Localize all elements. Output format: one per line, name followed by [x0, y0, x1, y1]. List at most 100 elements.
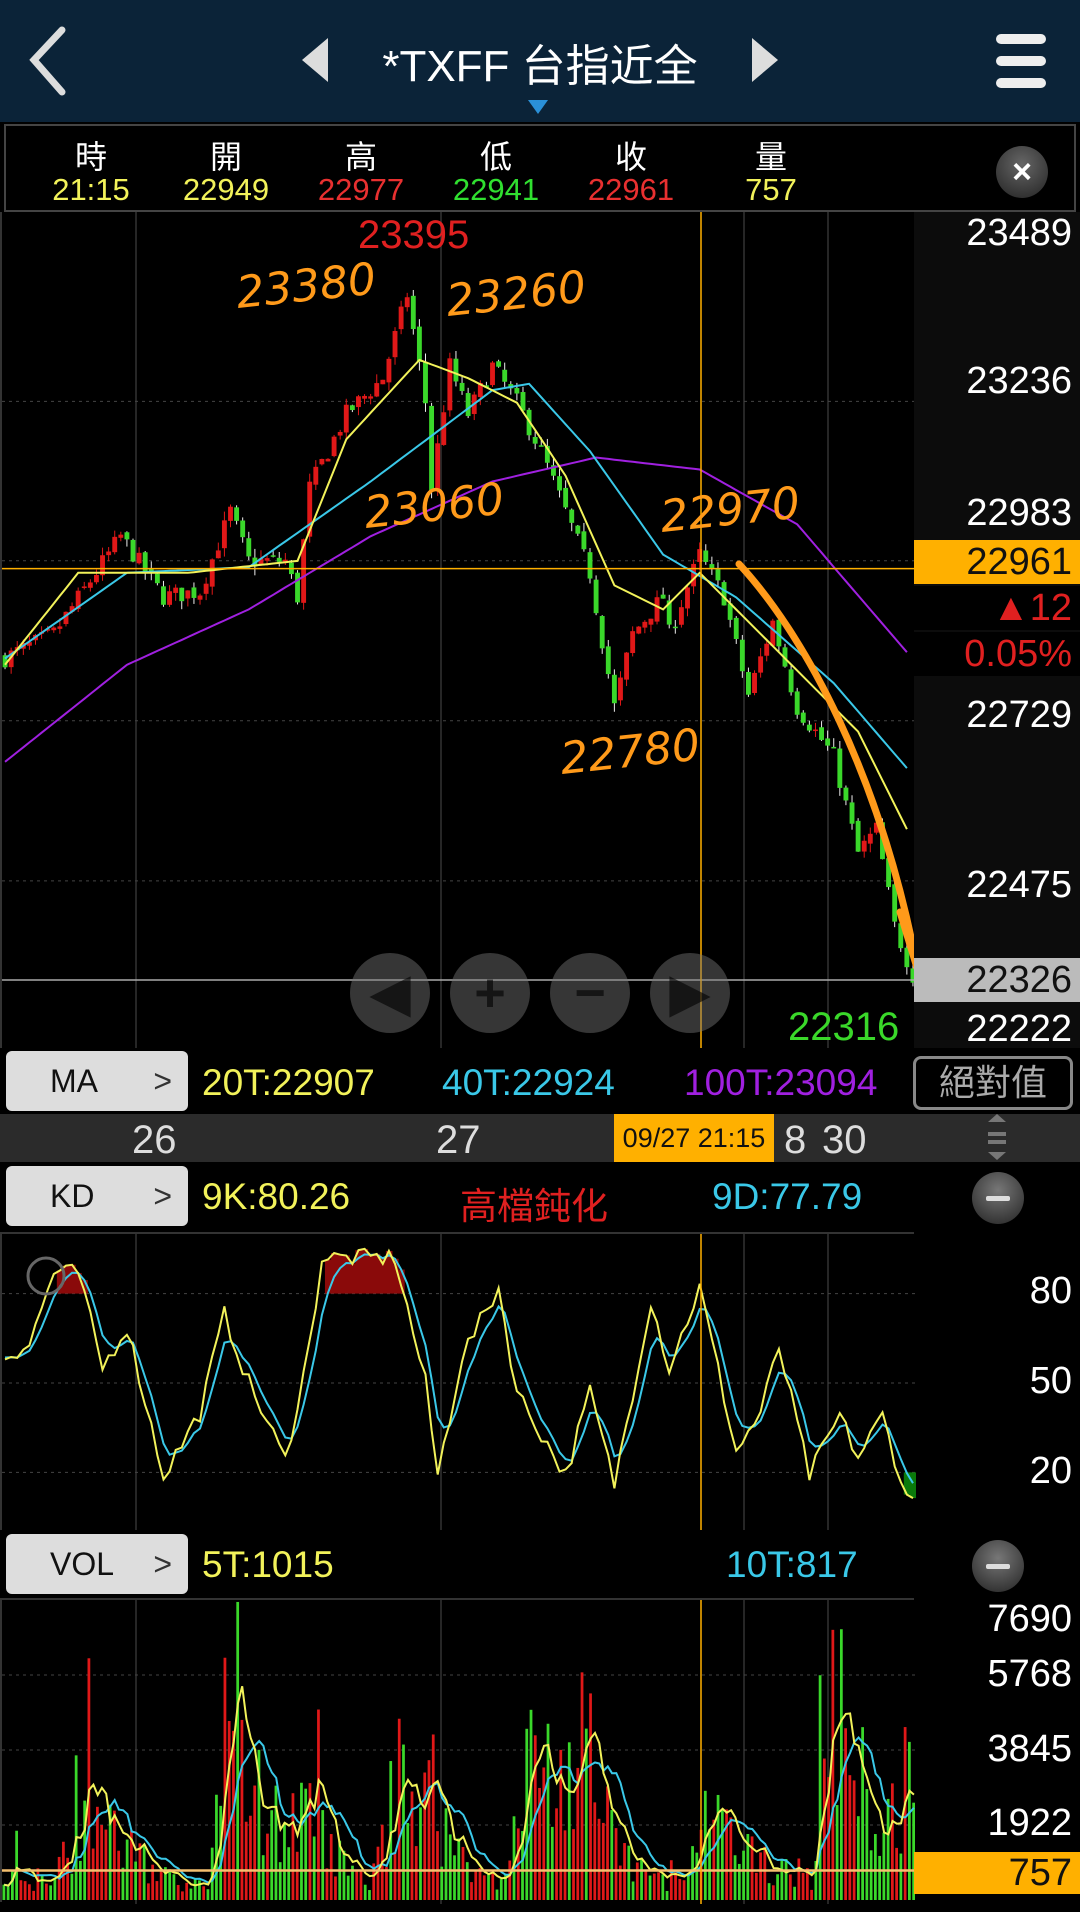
candle	[81, 586, 87, 589]
volume-bar	[189, 1888, 193, 1900]
ohlc-label: 高	[344, 139, 377, 175]
volume-bar	[861, 1727, 864, 1900]
volume-bar	[614, 1828, 618, 1900]
volume-bar	[703, 1790, 707, 1900]
volume-bar	[215, 1794, 218, 1900]
volume-chart[interactable]	[0, 1598, 916, 1904]
menu-icon-bar	[996, 78, 1046, 88]
overbought-fill	[385, 1250, 393, 1294]
candle	[404, 297, 410, 308]
candle	[813, 729, 818, 732]
candle	[295, 572, 300, 603]
candle	[209, 559, 215, 587]
volume-bar	[686, 1875, 690, 1900]
candle	[672, 626, 678, 629]
volume-bar	[368, 1890, 371, 1900]
kd-button[interactable]: KD >	[6, 1166, 188, 1226]
volume-bar	[414, 1846, 418, 1900]
candle	[185, 590, 191, 599]
volume-bar	[521, 1831, 524, 1900]
volume-bar	[839, 1629, 843, 1900]
candle	[75, 590, 81, 609]
volume-bar	[801, 1872, 805, 1900]
candle	[221, 520, 227, 549]
volume-bar	[512, 1816, 516, 1900]
overbought-fill	[56, 1270, 64, 1294]
collapse-vol-button[interactable]	[972, 1540, 1024, 1592]
volume-bar	[389, 1761, 393, 1900]
volume-bar	[729, 1817, 733, 1900]
overbought-fill	[379, 1258, 387, 1294]
prev-symbol-icon[interactable]	[302, 38, 328, 82]
vol-tick: 3845	[987, 1728, 1072, 1770]
volume-bar	[482, 1875, 486, 1900]
candle	[581, 531, 587, 550]
candle	[173, 587, 179, 593]
candle	[380, 379, 386, 385]
volume-bar	[827, 1777, 830, 1900]
candle	[520, 392, 526, 411]
scroll-left-button[interactable]: ◀	[350, 953, 430, 1033]
chevron-right-icon: >	[153, 1178, 172, 1214]
collapse-kd-button[interactable]	[972, 1172, 1024, 1224]
volume-bar	[784, 1859, 788, 1900]
menu-icon[interactable]	[996, 34, 1046, 44]
candle	[276, 557, 282, 562]
volume-bar	[856, 1816, 860, 1900]
volume-bar	[737, 1863, 741, 1900]
price-chart[interactable]: 23395 22316 23380 23260 23060 22970 22780	[0, 212, 916, 1048]
volume-bar	[593, 1802, 597, 1900]
handwritten-annotation: 23060	[362, 474, 507, 539]
vol-button[interactable]: VOL >	[6, 1534, 188, 1594]
kd-tick: 80	[1029, 1270, 1072, 1312]
ma-button[interactable]: MA >	[6, 1051, 188, 1111]
volume-bar	[436, 1831, 439, 1900]
date-axis[interactable]: 26 27 8 30 09/27 21:15	[0, 1114, 1080, 1162]
volume-bar	[334, 1876, 337, 1900]
volume-bar	[240, 1719, 244, 1900]
kd-chart[interactable]	[0, 1232, 916, 1532]
back-chevron-icon[interactable]	[29, 26, 66, 96]
dropdown-triangle-icon[interactable]	[528, 100, 548, 114]
ohlc-label: 開	[209, 139, 242, 175]
date-label: 26	[132, 1118, 177, 1162]
ohlc-label: 時	[74, 139, 107, 175]
volume-bar	[470, 1882, 473, 1900]
next-symbol-icon[interactable]	[752, 38, 778, 82]
candle	[2, 655, 8, 668]
candle	[398, 306, 404, 330]
symbol-title[interactable]: *TXFF 台指近全	[382, 42, 698, 91]
candle	[618, 677, 623, 701]
candle	[575, 525, 581, 534]
volume-bar	[91, 1848, 95, 1900]
volume-bar	[300, 1782, 303, 1900]
vol-ma5-line	[3, 1686, 915, 1887]
candle	[611, 674, 617, 704]
volume-bar	[818, 1675, 822, 1900]
volume-bar	[708, 1829, 711, 1900]
volume-bar	[108, 1804, 112, 1900]
zoom-in-button[interactable]: +	[450, 953, 530, 1033]
close-info-button[interactable]: ×	[996, 146, 1048, 198]
volume-bar	[844, 1728, 847, 1900]
volume-bar	[635, 1862, 639, 1900]
zoom-out-button[interactable]: −	[550, 953, 630, 1033]
vol-tick: 1922	[987, 1802, 1072, 1844]
chevron-right-icon: >	[153, 1546, 172, 1582]
candle	[416, 326, 422, 362]
candle	[825, 738, 831, 746]
overbought-fill	[81, 1280, 88, 1294]
volume-axis: 7690 5768 3845 1922 757	[914, 1598, 1080, 1902]
volume-bar	[754, 1872, 758, 1900]
ohlc-value: 21:15	[52, 172, 130, 207]
volume-bar	[848, 1775, 852, 1900]
volume-bar	[181, 1891, 184, 1900]
candle	[313, 466, 319, 485]
candle	[867, 833, 873, 844]
candle	[234, 507, 240, 521]
volume-bar	[576, 1767, 580, 1900]
absolute-value-button[interactable]: 絕對值	[913, 1056, 1073, 1110]
volume-bar	[185, 1882, 189, 1900]
candle	[100, 555, 105, 576]
scroll-right-button[interactable]: ▶	[650, 953, 730, 1033]
